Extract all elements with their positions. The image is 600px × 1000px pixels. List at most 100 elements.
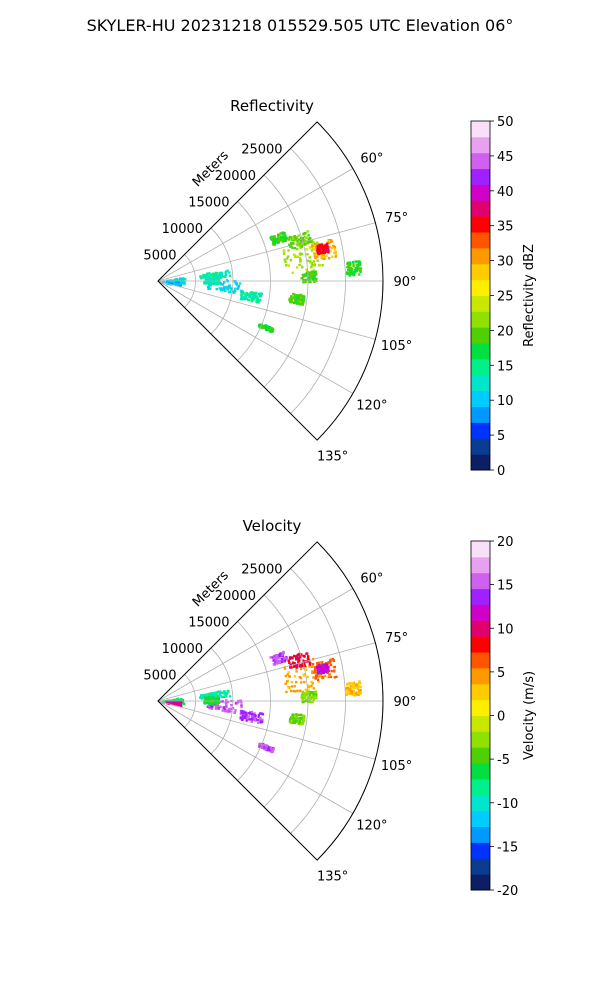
- echo-pixel: [288, 657, 292, 661]
- echo-region: [239, 709, 265, 724]
- echo-pixel: [260, 712, 264, 715]
- echo-pixel: [221, 709, 224, 712]
- echo-pixel: [329, 249, 332, 253]
- echo-pixel: [353, 685, 357, 688]
- echo-pixel: [330, 240, 334, 243]
- echo-pixel: [209, 287, 212, 290]
- echo-pixel: [258, 295, 261, 298]
- echo-pixel: [270, 656, 274, 659]
- echo-pixel: [350, 272, 353, 276]
- echo-pixel: [329, 663, 333, 667]
- echo-pixel: [324, 247, 327, 250]
- echo-pixel: [332, 245, 335, 248]
- echo-pixel: [317, 666, 320, 670]
- echo-pixel: [227, 708, 230, 711]
- echo-pixel: [309, 280, 312, 283]
- echo-pixel: [328, 257, 331, 260]
- echo-pixel: [297, 659, 300, 663]
- echo-pixel: [289, 656, 293, 659]
- echo-pixel: [261, 718, 264, 721]
- echo-pixel: [205, 700, 208, 703]
- echo-pixel: [313, 255, 317, 258]
- echo-pixel: [354, 260, 357, 263]
- azimuth-spoke: [157, 642, 376, 702]
- echo-pixel: [251, 713, 254, 716]
- colorbar: -20 -15 -10 -5 0 5 10 15 20 Velocity (m/s): [470, 535, 537, 899]
- echo-pixel: [296, 295, 299, 298]
- echo-pixel: [216, 272, 219, 275]
- echo-pixel: [290, 689, 293, 693]
- echo-pixel: [276, 240, 280, 243]
- echo-pixel: [272, 656, 275, 659]
- echo-pixel: [222, 707, 225, 710]
- echo-pixel: [284, 682, 287, 685]
- echo-pixel: [279, 232, 282, 235]
- echo-pixel: [308, 240, 312, 243]
- colorbar-band: [471, 374, 490, 392]
- echo-pixel: [335, 675, 338, 678]
- echo-pixel: [212, 704, 215, 707]
- echo-pixel: [220, 287, 224, 290]
- echo-pixel: [310, 680, 313, 684]
- echo-pixel: [333, 665, 336, 669]
- echo-pixel: [308, 246, 311, 249]
- echo-pixel: [226, 269, 229, 272]
- echo-pixel: [317, 680, 320, 683]
- echo-region: [288, 292, 306, 306]
- echo-pixel: [307, 278, 311, 282]
- echo-pixel: [225, 285, 229, 288]
- echo-pixel: [273, 241, 276, 244]
- echo-pixel: [307, 689, 310, 692]
- echo-pixel: [216, 698, 220, 701]
- echo-pixel: [354, 266, 357, 270]
- echo-pixel: [211, 273, 215, 276]
- echo-pixel: [163, 701, 166, 704]
- range-tick-label: 15000: [188, 195, 229, 210]
- colorbar-band: [471, 152, 490, 170]
- echo-pixel: [240, 701, 243, 704]
- echo-pixel: [182, 702, 186, 706]
- echo-pixel: [176, 703, 180, 707]
- echo-pixel: [307, 691, 311, 694]
- echo-pixel: [311, 271, 314, 274]
- echo-pixel: [298, 252, 302, 255]
- echo-pixel: [316, 669, 319, 673]
- echo-pixel: [229, 710, 232, 713]
- echo-pixel: [359, 685, 362, 689]
- echo-pixel: [260, 746, 264, 749]
- echo-pixel: [295, 302, 299, 305]
- colorbar: 0 5 10 15 20 25 30 35 40 45 50 Reflectivity dBZ: [470, 115, 537, 479]
- echo-pixel: [287, 686, 290, 689]
- echo-pixel: [224, 273, 227, 276]
- echo-pixel: [305, 236, 308, 240]
- echo-pixel: [290, 300, 294, 304]
- echo-pixel: [312, 676, 315, 679]
- echo-pixel: [276, 237, 279, 240]
- echo-pixel: [223, 690, 226, 693]
- colorbar-band: [471, 620, 490, 637]
- echo-pixel: [333, 670, 336, 673]
- echo-pixel: [298, 244, 301, 247]
- colorbar-band: [471, 406, 490, 423]
- echo-pixel: [230, 704, 233, 707]
- echo-pixel: [217, 278, 221, 282]
- echo-pixel: [166, 701, 170, 704]
- echo-pixel: [320, 251, 323, 254]
- echo-pixel: [208, 700, 212, 703]
- echo-pixel: [353, 273, 356, 276]
- echo-pixel: [319, 661, 323, 664]
- colorbar-band: [471, 826, 490, 843]
- echo-pixel: [212, 696, 215, 699]
- echo-pixel: [318, 244, 321, 248]
- echo-pixel: [240, 710, 243, 713]
- echo-pixel: [209, 705, 213, 709]
- colorbar-tick-label: 5: [497, 429, 505, 444]
- echo-pixel: [224, 691, 227, 695]
- echo-region: [269, 231, 288, 246]
- echo-pixel: [249, 711, 252, 714]
- echo-pixel: [313, 693, 316, 697]
- echo-pixel: [311, 663, 315, 666]
- echo-pixel: [215, 702, 218, 706]
- echo-pixel: [200, 694, 203, 697]
- range-tick-label: 20000: [215, 169, 256, 184]
